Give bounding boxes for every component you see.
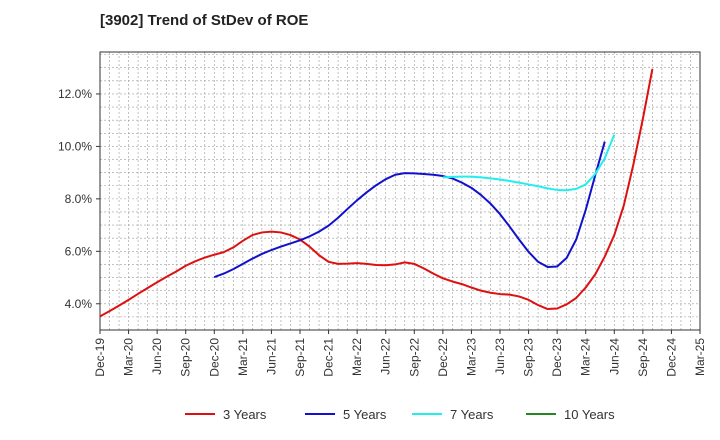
x-tick-label: Sep-21 xyxy=(293,338,307,377)
plot-frame xyxy=(99,51,701,331)
legend-label: 5 Years xyxy=(343,407,387,422)
x-tick-label: Mar-22 xyxy=(350,338,364,376)
x-tick-label: Jun-24 xyxy=(607,338,621,375)
x-tick-label: Mar-21 xyxy=(236,338,250,376)
x-tick-label: Mar-23 xyxy=(464,338,478,376)
series-line-7-years xyxy=(442,134,616,192)
x-tick-label: Dec-24 xyxy=(664,338,678,377)
x-tick-label: Sep-23 xyxy=(522,338,536,377)
legend-label: 7 Years xyxy=(450,407,494,422)
x-tick-label: Jun-22 xyxy=(379,338,393,375)
x-tick-label: Mar-25 xyxy=(693,338,707,376)
series-line-5-years xyxy=(213,141,606,278)
x-tick-label: Sep-20 xyxy=(179,338,193,377)
axis-layer: 4.0% 6.0% 8.0% 10.0% 12.0% Dec-19 Mar-20 Jun-20… xyxy=(58,51,707,377)
x-tick-label: Sep-24 xyxy=(636,338,650,377)
plot-area xyxy=(100,52,700,330)
y-tick-label: 10.0% xyxy=(58,139,92,153)
y-tick-label: 12.0% xyxy=(58,87,92,101)
grid-layer xyxy=(99,52,701,330)
y-tick-label: 8.0% xyxy=(65,192,93,206)
legend-label: 3 Years xyxy=(223,407,267,422)
legend: 3 Years 5 Years 7 Years 10 Years xyxy=(185,407,615,422)
y-tick-label: 4.0% xyxy=(65,297,93,311)
x-tick-label: Dec-21 xyxy=(322,338,336,377)
x-tick-label: Dec-20 xyxy=(207,338,221,377)
x-tick-label: Dec-22 xyxy=(436,338,450,377)
series-layer xyxy=(99,68,654,318)
x-tick-label: Mar-24 xyxy=(579,338,593,376)
chart-title: [3902] Trend of StDev of ROE xyxy=(100,12,309,29)
x-tick-label: Dec-23 xyxy=(550,338,564,377)
x-tick-label: Jun-21 xyxy=(264,338,278,375)
x-tick-label: Mar-20 xyxy=(122,338,136,376)
x-tick-label: Dec-19 xyxy=(93,338,107,377)
x-tick-label: Jun-20 xyxy=(150,338,164,375)
series-line-3-years xyxy=(99,68,654,318)
x-tick-label: Jun-23 xyxy=(493,338,507,375)
x-tick-label: Sep-22 xyxy=(407,338,421,377)
legend-label: 10 Years xyxy=(564,407,615,422)
y-tick-label: 6.0% xyxy=(65,244,93,258)
